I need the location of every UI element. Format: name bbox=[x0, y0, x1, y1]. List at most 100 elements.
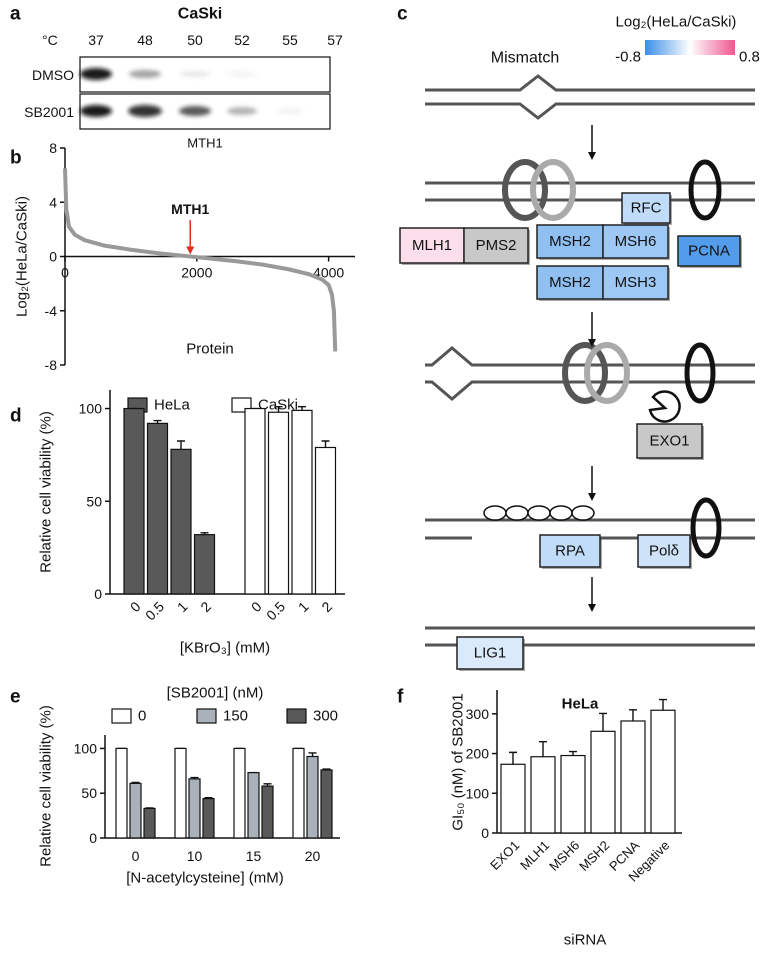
error-bar bbox=[177, 440, 185, 450]
protein-box bbox=[539, 534, 601, 568]
x-tick-label: MSH6 bbox=[546, 838, 582, 874]
x-tick-label: MLH1 bbox=[517, 838, 552, 873]
error-bar bbox=[539, 740, 547, 757]
blot-row-label: SB2001 bbox=[24, 104, 74, 120]
protein-label: MSH2 bbox=[549, 274, 591, 291]
bar bbox=[292, 747, 305, 839]
bar bbox=[620, 720, 646, 834]
x-tick-label: 1 bbox=[174, 598, 191, 615]
y-tick-label: 0 bbox=[89, 830, 97, 846]
protein-label: Polδ bbox=[649, 543, 679, 560]
clamps bbox=[502, 159, 722, 559]
protein-box bbox=[636, 423, 703, 459]
error-bar bbox=[321, 440, 330, 448]
panel-label: a bbox=[10, 4, 21, 25]
bar bbox=[244, 407, 266, 595]
bar bbox=[115, 747, 128, 839]
y-tick-label: 100 bbox=[74, 740, 98, 756]
y-tick-label: 0 bbox=[481, 825, 489, 841]
x-axis-label: siRNA bbox=[564, 932, 607, 949]
legend-swatch bbox=[286, 708, 307, 724]
blot-row-label: DMSO bbox=[32, 67, 74, 83]
protein-label: RPA bbox=[555, 543, 585, 560]
protein-box bbox=[621, 192, 671, 224]
protein-label: PCNA bbox=[688, 243, 730, 260]
colorbar bbox=[645, 40, 735, 55]
panel-label: f bbox=[397, 687, 404, 708]
protein-box bbox=[463, 227, 529, 264]
bar bbox=[530, 756, 556, 834]
error-bar bbox=[569, 750, 577, 756]
colorbar-title: Log₂(HeLa/CaSki) bbox=[616, 14, 737, 31]
bar bbox=[174, 747, 187, 839]
protein-label: MSH2 bbox=[549, 233, 591, 250]
annotation: MTH1 bbox=[171, 201, 209, 217]
x-axis-label: [N-acetylcysteine] (mM) bbox=[126, 870, 284, 887]
bar bbox=[560, 754, 586, 834]
x-tick-label: 0 bbox=[61, 265, 69, 281]
legend-label: HeLa bbox=[154, 397, 191, 414]
protein-box bbox=[677, 235, 741, 267]
y-tick-label: -8 bbox=[45, 357, 58, 373]
protein-label: LIG1 bbox=[474, 645, 507, 662]
blot-bands bbox=[80, 68, 303, 117]
bar bbox=[202, 797, 215, 839]
panel-label: e bbox=[10, 687, 21, 708]
bar bbox=[170, 448, 192, 595]
temperature-label: 50 bbox=[187, 32, 203, 48]
x-tick-label: EXO1 bbox=[487, 838, 522, 873]
protein-label: RFC bbox=[631, 200, 662, 217]
protein-box bbox=[456, 636, 524, 670]
protein-label: PMS2 bbox=[476, 237, 517, 254]
x-tick-label: 10 bbox=[187, 848, 203, 864]
bar bbox=[267, 411, 290, 595]
bar bbox=[129, 782, 142, 839]
y-tick-label: 200 bbox=[466, 746, 490, 762]
error-bar bbox=[659, 698, 667, 711]
legend-label: 0 bbox=[138, 708, 146, 725]
blot-unit: °C bbox=[42, 32, 58, 48]
y-tick-label: 50 bbox=[86, 493, 102, 509]
error-bar bbox=[274, 405, 283, 413]
x-tick-label: 0.5 bbox=[263, 598, 288, 623]
protein-box bbox=[637, 534, 691, 568]
y-tick-label: 4 bbox=[49, 194, 57, 210]
bar bbox=[314, 446, 337, 595]
y-tick-label: 0 bbox=[94, 586, 102, 602]
y-tick-label: 0 bbox=[49, 249, 57, 265]
panel-label: c bbox=[397, 4, 408, 25]
x-tick-label: 0 bbox=[132, 848, 140, 864]
bar bbox=[146, 422, 169, 595]
protein-box bbox=[602, 224, 669, 259]
x-axis-label: Protein bbox=[186, 341, 234, 358]
protein-box bbox=[536, 265, 604, 300]
temperature-label: 55 bbox=[282, 32, 298, 48]
y-tick-label: -4 bbox=[45, 303, 58, 319]
temperature-label: 48 bbox=[137, 32, 153, 48]
protein-box bbox=[399, 227, 465, 264]
bar bbox=[650, 709, 676, 834]
legend-swatch bbox=[111, 708, 132, 724]
error-bar bbox=[599, 712, 607, 732]
y-tick-label: 100 bbox=[466, 785, 490, 801]
x-axis-label: [KBrO₃] (mM) bbox=[180, 640, 270, 657]
x-tick-label: 2 bbox=[197, 598, 214, 615]
bar bbox=[291, 409, 313, 595]
temperature-label: 37 bbox=[88, 32, 104, 48]
chart-title: HeLa bbox=[562, 696, 599, 713]
bar bbox=[320, 769, 333, 839]
legend-swatch bbox=[196, 708, 217, 724]
bar bbox=[261, 785, 274, 839]
blot-caption: MTH1 bbox=[187, 136, 222, 151]
bar bbox=[306, 755, 319, 839]
bar bbox=[500, 763, 526, 834]
x-tick-label: 4000 bbox=[313, 265, 344, 281]
x-tick-label: 0.5 bbox=[142, 598, 167, 623]
colorbar-max: 0.8 bbox=[739, 49, 760, 66]
bar bbox=[233, 747, 246, 839]
bar bbox=[143, 807, 156, 839]
x-tick-label: 1 bbox=[295, 598, 312, 615]
legend-label: 150 bbox=[223, 708, 248, 725]
y-axis-label: Relative cell viability (%) bbox=[38, 705, 55, 867]
legend-label: CaSki bbox=[258, 397, 298, 414]
